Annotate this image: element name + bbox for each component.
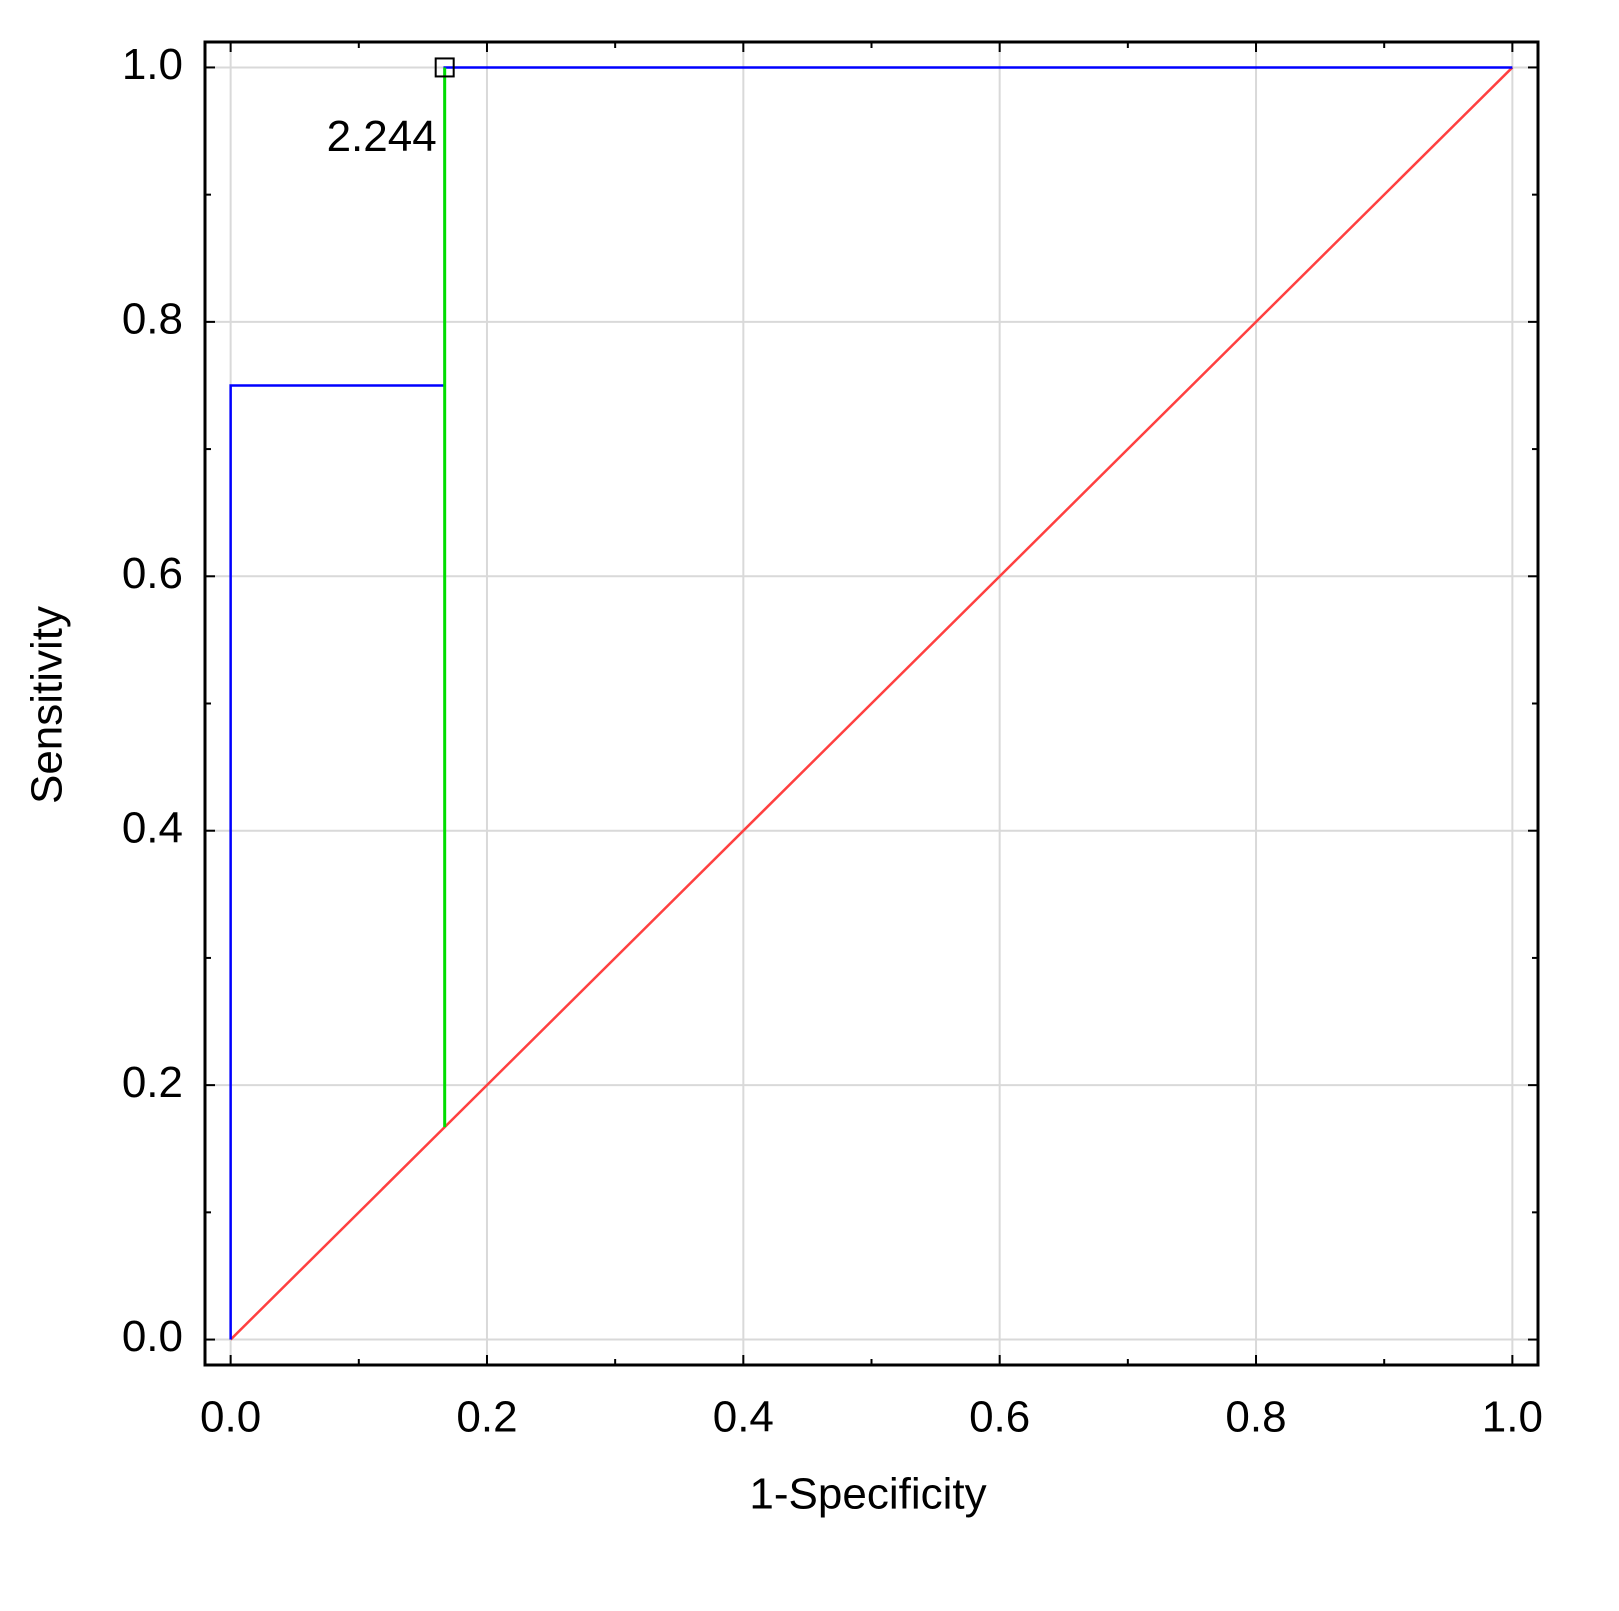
annotation: 2.244 (327, 112, 437, 161)
y-tick-label: 0.8 (122, 294, 183, 343)
y-tick-label: 0.0 (122, 1312, 183, 1361)
plot-frame (203, 40, 1540, 1367)
marker (434, 57, 455, 78)
x-tick-label: 0.2 (456, 1393, 517, 1442)
x-tick-label: 0.0 (200, 1393, 261, 1442)
y-tick-label: 0.6 (122, 549, 183, 598)
line-series (229, 66, 1514, 1341)
x-tick-label: 1.0 (1482, 1393, 1543, 1442)
x-tick-label: 0.4 (713, 1393, 774, 1442)
x-tick-label: 0.6 (969, 1393, 1030, 1442)
y-tick-label: 0.2 (122, 1058, 183, 1107)
y-tick-label: 0.4 (122, 803, 183, 852)
y-tick-label: 1.0 (122, 40, 183, 89)
x-axis-label: 1-Specificity (749, 1470, 986, 1519)
x-tick-label: 0.8 (1225, 1393, 1286, 1442)
y-axis-label: Sensitivity (23, 606, 72, 804)
